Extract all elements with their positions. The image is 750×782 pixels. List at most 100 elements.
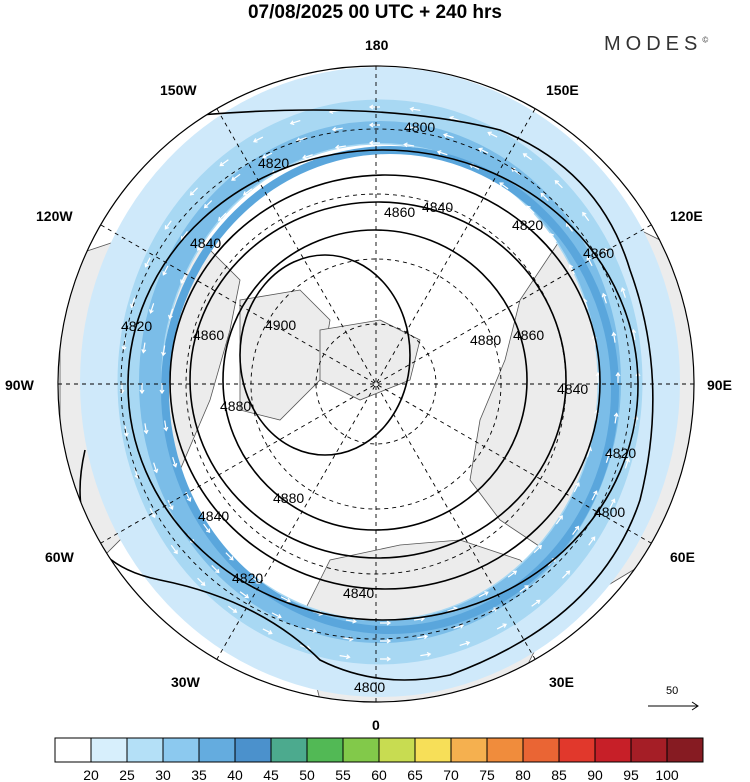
contour-label: 4800 <box>404 119 435 135</box>
contour-label: 4860 <box>193 327 224 343</box>
lon-label-180: 180 <box>365 37 389 53</box>
wind-vector-arrow <box>609 498 616 509</box>
contour-label: 4880 <box>273 490 304 506</box>
contour-4820 <box>127 149 639 621</box>
wind-vector-arrow <box>141 342 147 354</box>
wind-vector-arrow <box>197 241 205 251</box>
lon-label-120w: 120W <box>36 208 73 224</box>
wind-vector-arrow <box>605 452 611 463</box>
graticule <box>58 66 694 702</box>
wind-vector-arrow <box>531 599 541 607</box>
colorbar-swatch <box>198 737 236 763</box>
wind-vector-arrow <box>522 153 533 161</box>
wind-vector-arrow <box>153 462 159 474</box>
colorbar-swatch <box>666 737 704 763</box>
wind-vector-arrow <box>449 115 460 122</box>
colorbar-ticks: 20 25 30 35 40 45 50 55 60 65 70 75 80 85 90 95 100 <box>83 767 679 782</box>
contour-label: 4840 <box>343 585 374 601</box>
wind-vector-arrow <box>123 426 129 438</box>
colorbar-swatch <box>162 737 200 763</box>
colorbar-swatch <box>414 737 452 763</box>
colorbar-tick-label: 25 <box>119 767 135 782</box>
colorbar-swatch <box>126 737 164 763</box>
wind-vector-arrow <box>478 147 489 154</box>
wind-vector-arrow <box>211 565 220 574</box>
wind-vector-arrow <box>172 456 178 468</box>
wind-vector-arrow <box>239 591 250 599</box>
wind-vector-arrow <box>271 612 282 619</box>
lon-label-90e: 90E <box>707 377 732 393</box>
wind-vector-arrow <box>334 144 346 150</box>
contour-label: 4900 <box>265 317 296 333</box>
wind-vector-arrow <box>568 264 575 275</box>
wind-vector-arrow <box>549 232 557 243</box>
wind-vector-arrow <box>162 265 169 276</box>
wind-vector-arrow <box>251 576 261 584</box>
wind-vector-arrow <box>280 596 291 603</box>
contour-label: 4800 <box>594 504 625 520</box>
wind-vector-arrow <box>170 544 178 555</box>
wind-vector-arrow <box>572 525 580 536</box>
contour-4860 <box>189 201 567 559</box>
wind-vector-arrow <box>620 287 626 298</box>
map-title: 07/08/2025 00 UTC + 240 hrs <box>247 2 503 23</box>
copyright-mark: © <box>702 35 709 45</box>
wind-vector-arrow <box>417 634 429 640</box>
wind-vector-arrow <box>582 211 590 222</box>
colorbar-swatch <box>450 737 488 763</box>
colorbar-swatch <box>306 737 344 763</box>
wind-vector-arrow <box>526 205 535 214</box>
wind-vector-arrow <box>406 124 418 130</box>
wind-vector-arrow <box>331 126 343 132</box>
arctic-islands <box>319 319 421 401</box>
wind-vector-arrow <box>302 154 313 160</box>
wind-vector-arrow <box>163 420 169 432</box>
colorbar-tick-label: 40 <box>227 767 243 782</box>
wind-vector-arrow <box>409 106 421 112</box>
vector-reference-arrowhead <box>691 701 699 711</box>
wind-vector-arrow <box>225 552 234 561</box>
wind-vector-arrow <box>180 273 187 284</box>
wind-vector-arrow <box>586 255 593 267</box>
wind-vector-arrow <box>149 303 155 314</box>
lon-label-0: 0 <box>372 717 380 733</box>
wind-vector-arrow <box>144 257 151 268</box>
wind-vector-arrow <box>533 544 542 554</box>
colorbar-swatch <box>594 737 632 763</box>
contour-label: 4840 <box>190 235 221 251</box>
wind-vector-arrow <box>252 136 264 143</box>
contour-label: 4860 <box>513 327 544 343</box>
contour-label: 4840 <box>557 381 588 397</box>
lon-label-30w: 30W <box>171 674 201 690</box>
wind-vector-arrow <box>149 508 156 519</box>
wind-vector-arrow <box>164 220 172 230</box>
wind-vector-arrow <box>262 152 273 159</box>
brand-logo: MODES© <box>604 33 708 56</box>
wind-vector-arrow <box>420 651 432 657</box>
wind-vector-arrow <box>231 173 241 181</box>
lon-label-150w: 150W <box>160 82 197 98</box>
wind-vector-arrow <box>562 570 571 579</box>
colorbar-tick-label: 30 <box>155 767 171 782</box>
map-border <box>57 65 695 703</box>
wind-vector-arrow <box>306 627 317 634</box>
contour-label: 4880 <box>220 398 251 414</box>
wind-vector-arrow <box>403 142 415 148</box>
wind-vector-arrow <box>496 623 508 630</box>
wind-vector-arrow <box>499 182 509 190</box>
contour-label: 4820 <box>258 155 289 171</box>
contour-label: 4860 <box>583 245 614 261</box>
wind-vector-arrow <box>219 159 229 167</box>
contour-label: 4820 <box>121 318 152 334</box>
brand-name: MODES <box>604 33 703 55</box>
colorbar-swatch <box>234 737 272 763</box>
wind-vector-arrow <box>601 292 607 304</box>
wind-vector-arrow <box>139 383 145 395</box>
longitude-labels: 180 150E 120E 90E 60E 30E 0 30W 60W 90W … <box>5 37 732 733</box>
colorbar-tick-label: 70 <box>443 767 459 782</box>
contour-4840 <box>169 174 601 590</box>
contour-label: 4840 <box>198 508 229 524</box>
colorbar-swatch <box>486 737 524 763</box>
wind-vector-arrow <box>478 591 489 598</box>
contour-label: 4820 <box>512 217 543 233</box>
